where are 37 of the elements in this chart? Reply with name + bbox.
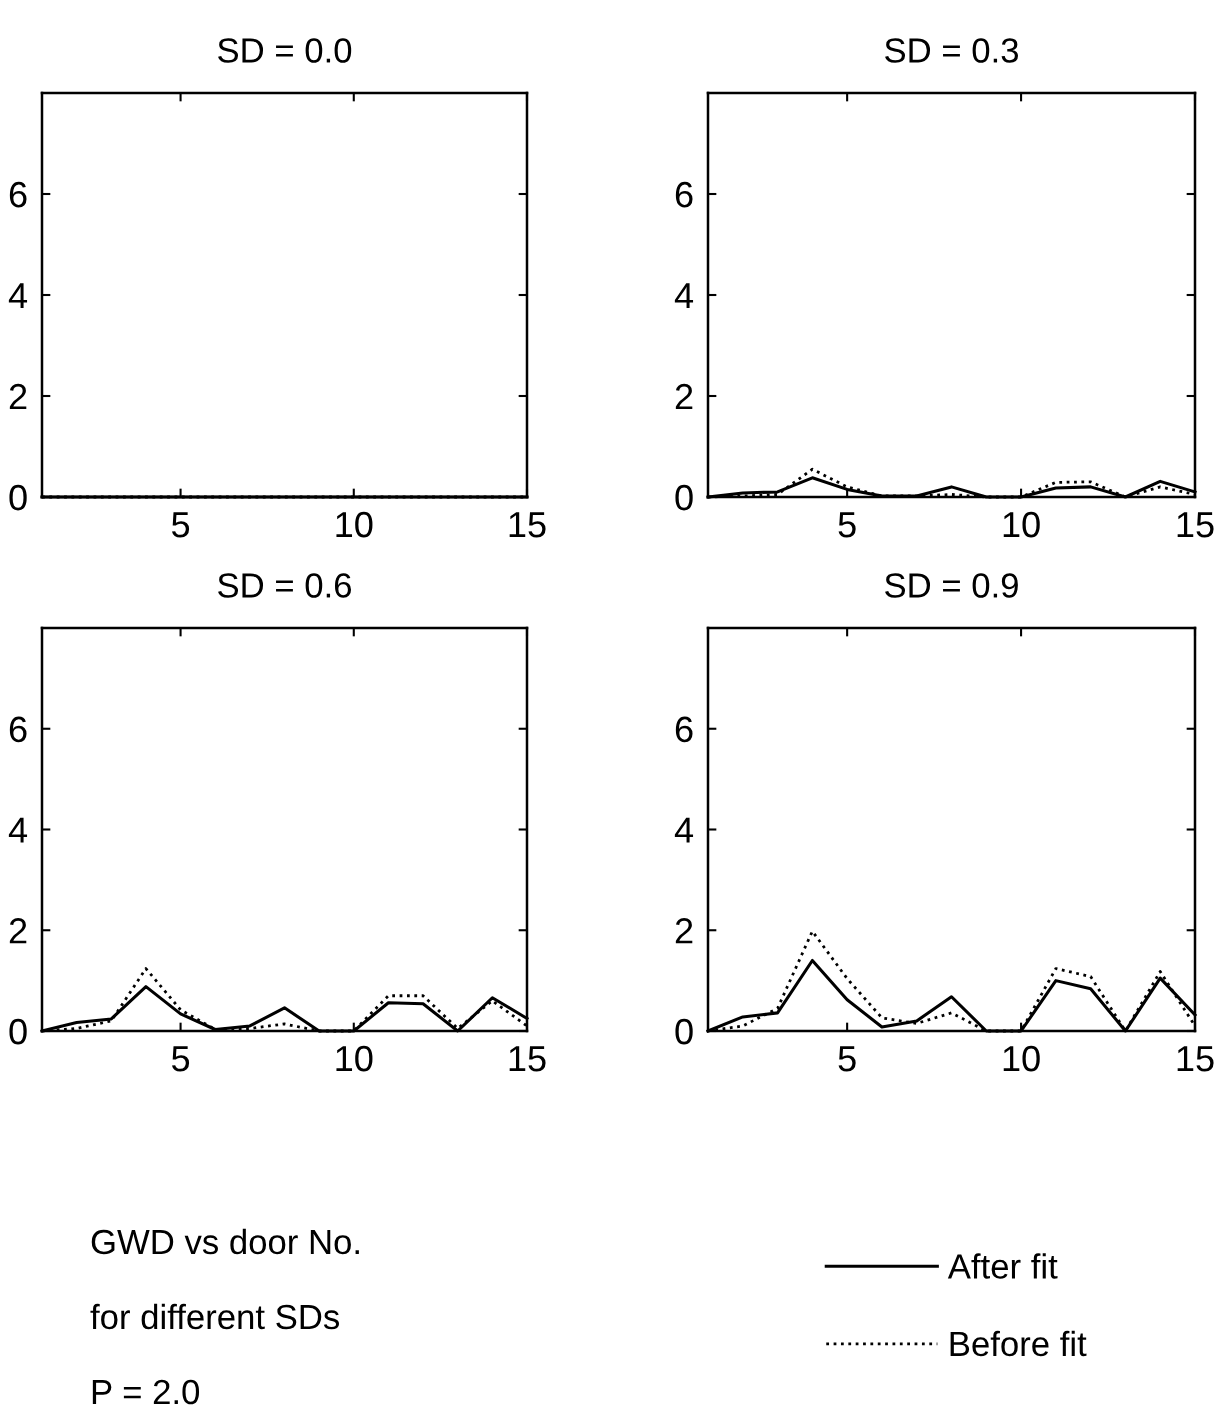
chart-title: SD = 0.9 [885, 573, 1018, 598]
legend-label: After fit [947, 1253, 1058, 1279]
x-tick-label: 5 [171, 512, 190, 538]
x-tick-label: 10 [336, 1045, 373, 1072]
y-tick-label: 0 [675, 484, 693, 511]
y-tick-label: 0 [675, 1018, 693, 1045]
y-tick-label: 2 [9, 918, 27, 944]
chart-title: SD = 0.3 [885, 38, 1019, 63]
y-tick-label: 6 [9, 716, 27, 743]
x-tick-label: 15 [509, 1046, 546, 1072]
y-tick-label: 2 [675, 383, 693, 410]
chart-title: SD = 0.0 [218, 38, 352, 63]
y-tick-label: 2 [9, 383, 27, 410]
x-tick-label: 15 [509, 512, 546, 538]
text: GWD vs door No. [91, 1228, 359, 1255]
x-tick-label: 15 [1177, 1046, 1214, 1072]
y-tick-label: 0 [9, 484, 27, 511]
chart-title: SD = 0.6 [218, 573, 352, 598]
x-tick-label: 15 [1177, 512, 1214, 538]
x-tick-label: 5 [838, 512, 856, 538]
x-tick-label: 10 [336, 511, 373, 538]
x-tick-label: 5 [171, 1046, 190, 1072]
y-tick-label: 0 [9, 1018, 27, 1045]
text: P = 2.0 [92, 1379, 200, 1405]
legend-label: Before fit [950, 1330, 1087, 1357]
y-tick-label: 4 [8, 283, 28, 309]
y-tick-label: 4 [8, 817, 28, 843]
text: for different SDs [90, 1303, 340, 1330]
y-tick-label: 6 [9, 181, 27, 208]
y-tick-label: 4 [674, 817, 694, 843]
x-tick-label: 5 [838, 1046, 856, 1072]
y-tick-label: 2 [675, 918, 693, 944]
y-tick-label: 6 [675, 181, 693, 208]
y-tick-label: 4 [674, 283, 694, 309]
y-tick-label: 6 [675, 716, 693, 743]
x-tick-label: 10 [1003, 511, 1040, 538]
x-tick-label: 10 [1003, 1045, 1040, 1072]
